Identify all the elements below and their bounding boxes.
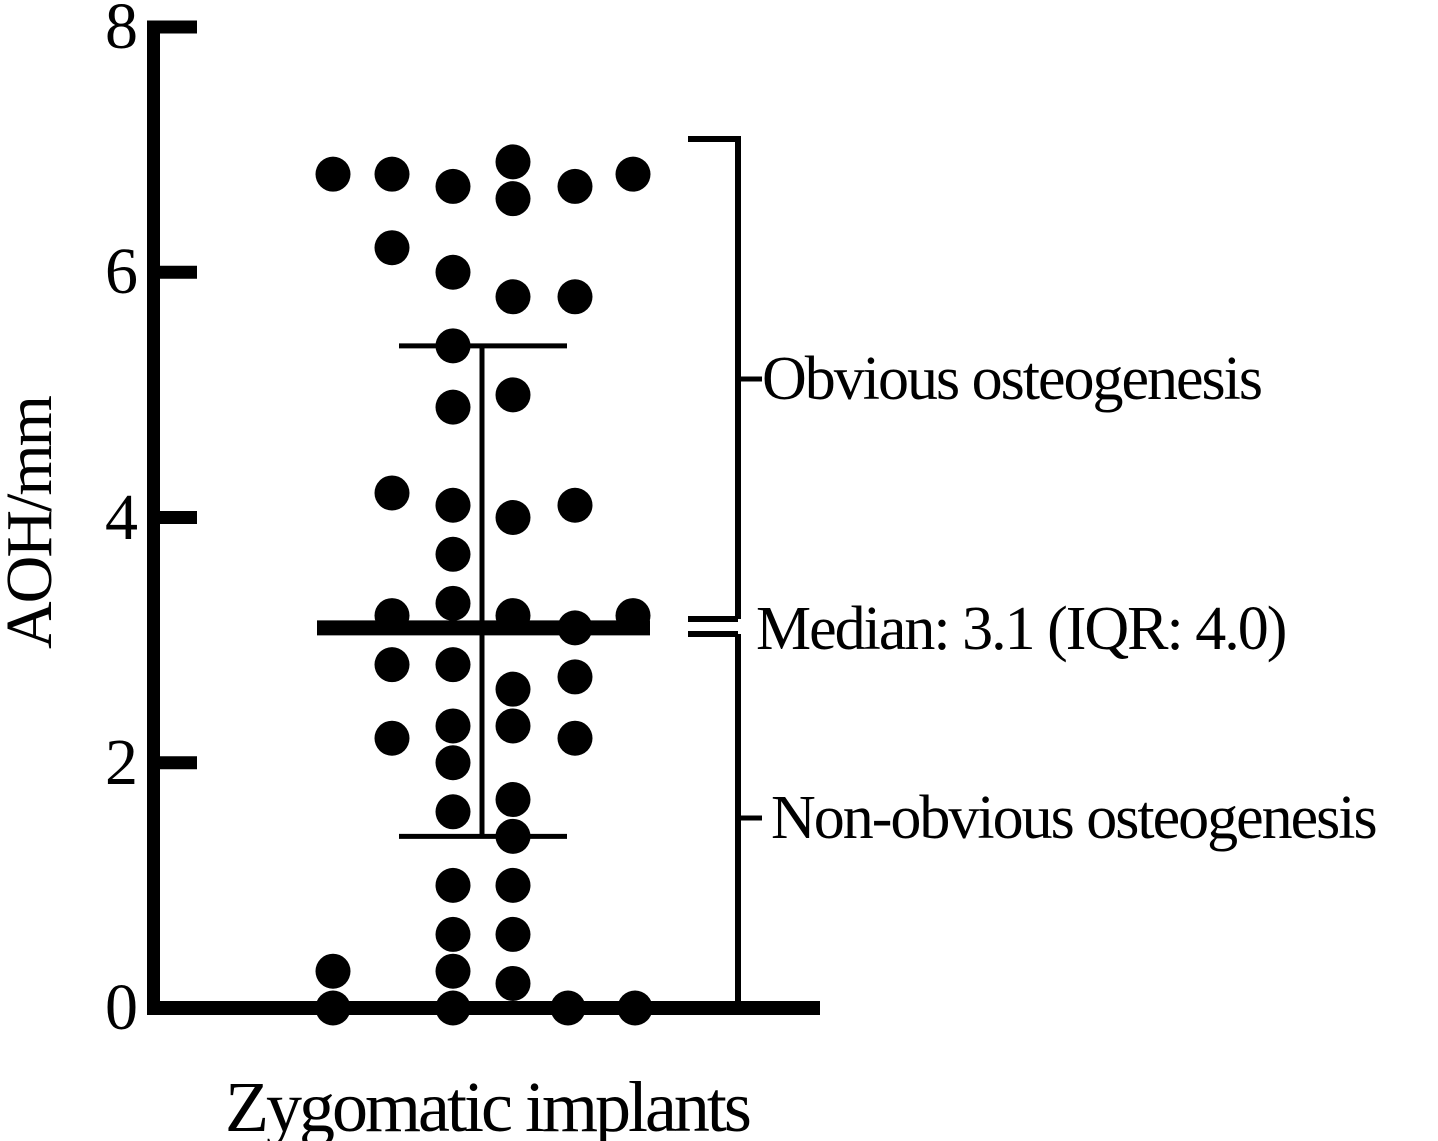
data-point: [374, 598, 410, 634]
data-point: [495, 181, 531, 217]
data-point: [557, 487, 593, 523]
y-tick-label-8: 8: [105, 0, 138, 63]
annotation-median-iqr: Median: 3.1 (IQR: 4.0): [756, 595, 1287, 663]
data-point: [557, 610, 593, 646]
data-point: [374, 230, 410, 266]
data-point: [557, 168, 593, 204]
data-point: [374, 647, 410, 683]
data-point: [495, 708, 531, 744]
data-point: [435, 794, 471, 830]
data-point: [615, 598, 651, 634]
data-point: [435, 168, 471, 204]
y-tick-label-2: 2: [105, 725, 138, 799]
data-point: [435, 585, 471, 621]
data-point: [435, 916, 471, 952]
data-point: [374, 720, 410, 756]
y-tick-label-6: 6: [105, 235, 138, 309]
data-point: [557, 279, 593, 315]
data-point: [495, 818, 531, 854]
data-point: [374, 156, 410, 192]
y-tick-label-4: 4: [105, 480, 138, 554]
data-point: [495, 965, 531, 1001]
data-point: [557, 659, 593, 695]
data-point: [435, 708, 471, 744]
data-point: [615, 156, 651, 192]
y-tick-label-0: 0: [105, 971, 138, 1044]
data-point: [495, 598, 531, 634]
data-point: [435, 389, 471, 425]
data-point: [495, 867, 531, 903]
data-point: [495, 144, 531, 180]
data-point: [315, 953, 351, 989]
data-point: [435, 953, 471, 989]
data-point: [495, 279, 531, 315]
data-point: [315, 990, 351, 1026]
data-point: [617, 990, 653, 1026]
data-point: [495, 671, 531, 707]
data-point: [435, 487, 471, 523]
data-point: [315, 156, 351, 192]
data-point: [435, 647, 471, 683]
data-point: [495, 500, 531, 535]
x-axis-title: Zygomatic implants: [225, 1067, 752, 1141]
data-point: [435, 254, 471, 290]
data-point: [435, 990, 471, 1026]
data-point: [435, 536, 471, 572]
data-point: [435, 745, 471, 781]
data-point: [374, 475, 410, 511]
data-point: [495, 377, 531, 413]
annotation-non-obvious-osteogenesis: Non-obvious osteogenesis: [771, 784, 1378, 852]
data-point: [435, 867, 471, 903]
data-point: [557, 720, 593, 756]
annotation-obvious-osteogenesis: Obvious osteogenesis: [762, 345, 1263, 413]
data-point: [435, 328, 471, 364]
data-point: [550, 990, 586, 1026]
data-point: [495, 916, 531, 952]
data-point: [495, 782, 531, 818]
